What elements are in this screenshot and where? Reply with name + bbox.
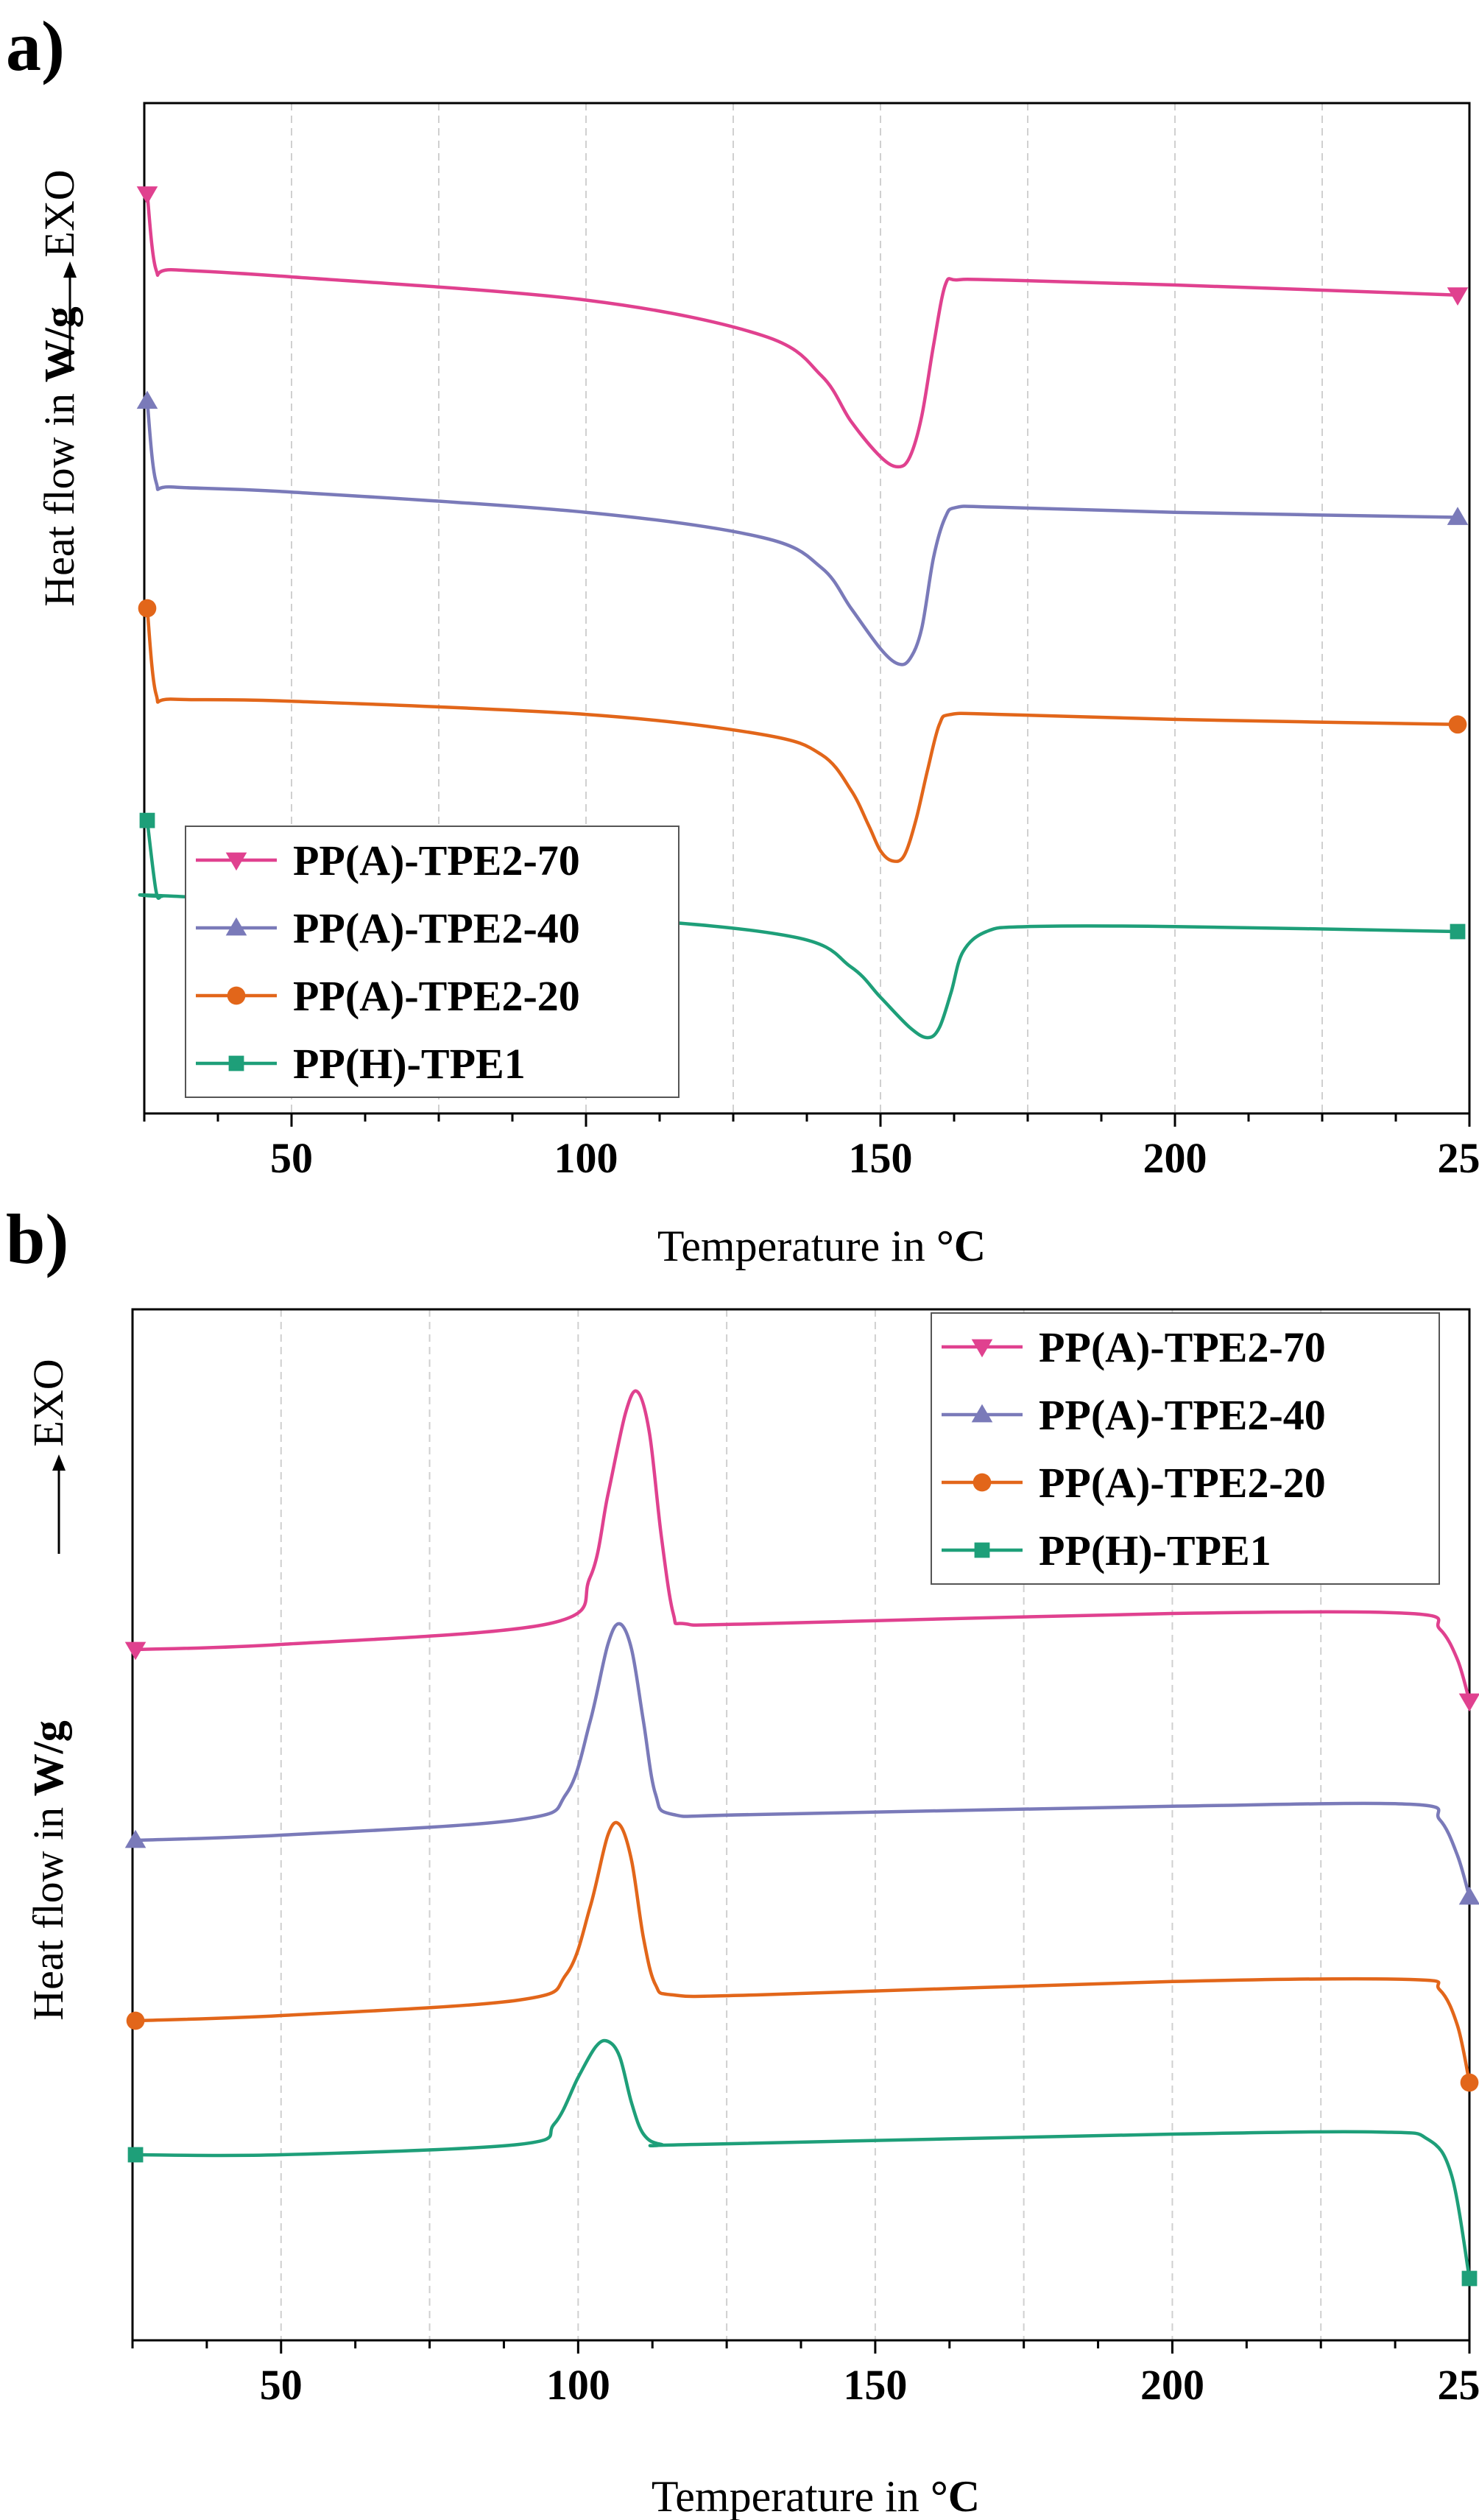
series-marker [139, 812, 155, 828]
series-marker [124, 1641, 147, 1661]
legend-marker [225, 917, 247, 936]
series-marker [138, 599, 157, 618]
x-axis-label-unit: °C [936, 1222, 986, 1270]
arrow-up-icon [63, 261, 77, 278]
legend-label: PP(H)-TPE1 [293, 1040, 526, 1088]
series-PP(A)-TPE2-70 [136, 186, 1469, 469]
legend-item: PP(A)-TPE2-40 [196, 904, 580, 952]
legend-label: PP(A)-TPE2-70 [293, 837, 580, 884]
legend: PP(A)-TPE2-70 PP(A)-TPE2-40 PP(A)-TPE2-20 P… [185, 826, 680, 1098]
legend-marker [228, 1055, 244, 1071]
series-marker [136, 186, 158, 205]
legend-item: PP(H)-TPE1 [196, 1040, 526, 1088]
legend-marker [225, 852, 247, 871]
x-tick-label: 100 [554, 1134, 618, 1182]
exo-arrow: EXO [35, 169, 83, 372]
y-axis-label-unit: W/g [24, 1720, 72, 1796]
panel-label: a) [6, 7, 65, 85]
y-axis-label: Heat flow in W/g [35, 306, 83, 607]
series-PP(A)-TPE2-20 [126, 1820, 1479, 2092]
series-marker [1461, 2270, 1478, 2287]
series-marker [127, 2147, 144, 2163]
legend-marker [971, 1339, 993, 1358]
series-line [133, 1820, 1472, 2085]
x-axis-label: Temperature in °C [657, 1222, 986, 1270]
series-marker [124, 1829, 147, 1848]
x-tick-label: 200 [1140, 2361, 1204, 2409]
series-line [133, 2038, 1472, 2281]
legend-box [185, 826, 680, 1098]
series-marker [1460, 2073, 1479, 2092]
x-axis-label: Temperature in °C [652, 2472, 980, 2520]
series-PP(A)-TPE2-40 [136, 390, 1469, 666]
x-axis-label-text: Temperature in [657, 1222, 936, 1270]
x-tick-label: 250 [1438, 1134, 1479, 1182]
legend-marker [227, 986, 246, 1005]
x-tick-label: 150 [843, 2361, 907, 2409]
chart-panel-a: a) 50 100 150 200 250 Temperature in °C Heat fl… [6, 7, 1479, 1270]
series-line [133, 1622, 1472, 1899]
series-line [145, 399, 1460, 666]
x-axis-label-unit: °C [931, 2472, 980, 2520]
arrow-up-icon [52, 1454, 66, 1471]
legend-label: PP(A)-TPE2-40 [1039, 1391, 1326, 1439]
series-marker [1458, 1886, 1479, 1905]
series-PP(A)-TPE2-20 [138, 599, 1467, 863]
legend-marker [971, 1404, 993, 1423]
x-tick-label: 150 [849, 1134, 913, 1182]
legend-item: PP(A)-TPE2-20 [942, 1459, 1326, 1507]
y-axis-label-text: Heat flow in [24, 1796, 72, 2020]
series-marker [1447, 507, 1469, 525]
series-marker [1447, 287, 1469, 306]
series-marker [1450, 923, 1466, 940]
grid-lines [291, 103, 1323, 1113]
series-PP(H)-TPE1 [127, 2038, 1478, 2287]
x-axis: 50 100 150 200 250 [131, 2340, 1479, 2409]
legend-label: PP(A)-TPE2-40 [293, 904, 580, 952]
legend-box [931, 1312, 1440, 1585]
legend-item: PP(A)-TPE2-70 [196, 837, 580, 884]
exo-arrow: EXO [24, 1359, 72, 1554]
legend-marker [973, 1473, 992, 1492]
series-marker [126, 2011, 145, 2030]
chart-panel-b: b) 50 100 150 200 250 Temperature in °C Heat fl… [6, 1200, 1479, 2520]
series-PP(A)-TPE2-70 [124, 1389, 1479, 1712]
legend: PP(A)-TPE2-70 PP(A)-TPE2-40 PP(A)-TPE2-20 P… [931, 1312, 1440, 1585]
x-tick-label: 50 [270, 1134, 313, 1182]
grid-lines [280, 1309, 1322, 2340]
legend-item: PP(A)-TPE2-20 [196, 972, 580, 1020]
series-line [138, 818, 1460, 1040]
legend-item: PP(H)-TPE1 [942, 1527, 1271, 1574]
legend-label: PP(A)-TPE2-70 [1039, 1323, 1326, 1371]
exo-label: EXO [24, 1359, 72, 1446]
series-line [133, 1389, 1472, 1703]
x-tick-label: 50 [260, 2361, 303, 2409]
x-tick-label: 100 [546, 2361, 610, 2409]
y-axis-label-unit: W/g [35, 306, 83, 382]
legend-label: PP(A)-TPE2-20 [1039, 1459, 1326, 1507]
legend-label: PP(H)-TPE1 [1039, 1527, 1271, 1574]
series-PP(A)-TPE2-40 [124, 1622, 1479, 1905]
series-line [145, 606, 1460, 863]
legend-item: PP(A)-TPE2-70 [942, 1323, 1326, 1371]
legend-label: PP(A)-TPE2-20 [293, 972, 580, 1020]
x-tick-label: 250 [1438, 2361, 1479, 2409]
legend-item: PP(A)-TPE2-40 [942, 1391, 1326, 1439]
y-axis-label: Heat flow in W/g [24, 1720, 72, 2021]
y-axis-label-text: Heat flow in [35, 382, 83, 606]
series-PP(H)-TPE1 [138, 812, 1466, 1040]
legend-marker [974, 1542, 990, 1558]
series-marker [1448, 715, 1467, 734]
series-marker [1458, 1693, 1479, 1712]
series-marker [136, 390, 158, 409]
panel-label: b) [6, 1200, 68, 1278]
x-tick-label: 200 [1143, 1134, 1207, 1182]
series-line [145, 192, 1460, 469]
exo-label: EXO [35, 169, 83, 257]
x-axis: 50 100 150 200 250 [143, 1113, 1479, 1182]
x-axis-label-text: Temperature in [652, 2472, 931, 2520]
